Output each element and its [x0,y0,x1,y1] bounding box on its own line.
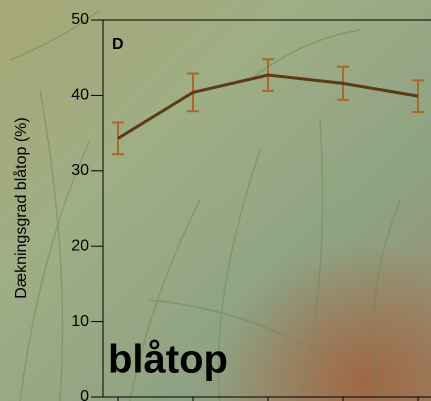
annotation: blåtop [108,338,228,382]
y-tick-label: 40 [71,87,89,104]
series-line [117,73,419,140]
panel-label: D [112,36,124,53]
plot: D blåtop Dækningsgrad blåtop (%) [12,19,431,398]
y-axis-label: Dækningsgrad blåtop (%) [12,117,30,298]
y-tick-label: 30 [71,162,89,179]
y-tick-label: 20 [71,237,89,254]
y-tick-label: 10 [71,313,89,330]
y-tick-label: 0 [80,388,89,401]
grass-texture [9,9,401,401]
y-tick-label: 50 [71,11,89,28]
